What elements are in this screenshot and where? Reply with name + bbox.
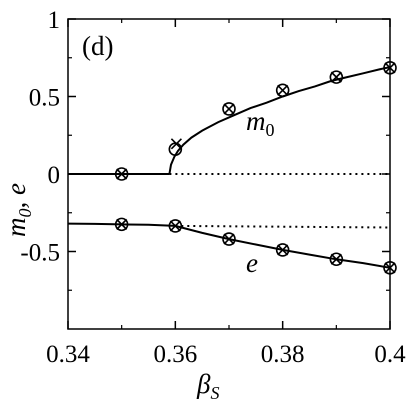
x-marker	[116, 168, 128, 180]
annotation-m0-main: m	[246, 106, 266, 136]
circle-marker	[114, 167, 129, 181]
panel-label: (d)	[82, 31, 113, 61]
series-line	[168, 66, 391, 175]
circle-marker	[114, 217, 129, 232]
x-marker	[169, 220, 181, 232]
circle-marker	[275, 243, 290, 257]
circle-marker	[329, 252, 344, 267]
y-tick-label: -0.5	[20, 240, 60, 267]
circle-marker	[329, 70, 344, 84]
data-series	[67, 61, 397, 275]
circle-marker	[383, 61, 397, 75]
x-marker	[330, 71, 342, 83]
x-axis-title-main: β	[196, 369, 211, 399]
y-tick-label: 0.5	[29, 85, 60, 112]
y-tick-label: 0	[48, 162, 61, 189]
y-tick-label: 1	[48, 7, 61, 34]
series-dotted-line	[175, 224, 391, 229]
circle-marker	[383, 260, 397, 275]
x-marker	[277, 84, 289, 96]
circle-marker	[168, 219, 183, 233]
x-marker	[170, 138, 182, 150]
annotation-m0-sub: 0	[266, 120, 275, 140]
x-axis-title-sub: S	[210, 383, 219, 403]
x-marker	[330, 253, 342, 265]
x-tick-label: 0.34	[46, 341, 90, 368]
x-marker	[223, 103, 235, 115]
annotation-e: e	[246, 248, 258, 278]
x-tick-label: 0.38	[261, 341, 305, 368]
y-axis-title: m0, e	[1, 183, 35, 237]
x-marker	[277, 244, 289, 256]
x-marker	[223, 233, 235, 245]
circle-marker	[275, 83, 290, 98]
circle-marker	[222, 102, 236, 116]
y-axis-title-rest: , e	[1, 183, 31, 209]
x-marker	[116, 218, 128, 230]
tick-labels: 0.34 0.36 0.38 0.4 1 0.5 0 -0.5	[20, 7, 406, 368]
x-marker	[384, 262, 396, 274]
axis-ticks	[67, 18, 391, 329]
annotation-m0: m0	[246, 106, 275, 140]
x-tick-label: 0.4	[374, 341, 406, 368]
x-tick-label: 0.36	[153, 341, 197, 368]
x-marker	[384, 62, 396, 74]
circle-marker	[222, 232, 236, 246]
y-axis-title-m-sub: 0	[15, 208, 35, 217]
y-axis-title-m: m	[1, 217, 31, 237]
x-axis-title: βS	[196, 369, 219, 403]
